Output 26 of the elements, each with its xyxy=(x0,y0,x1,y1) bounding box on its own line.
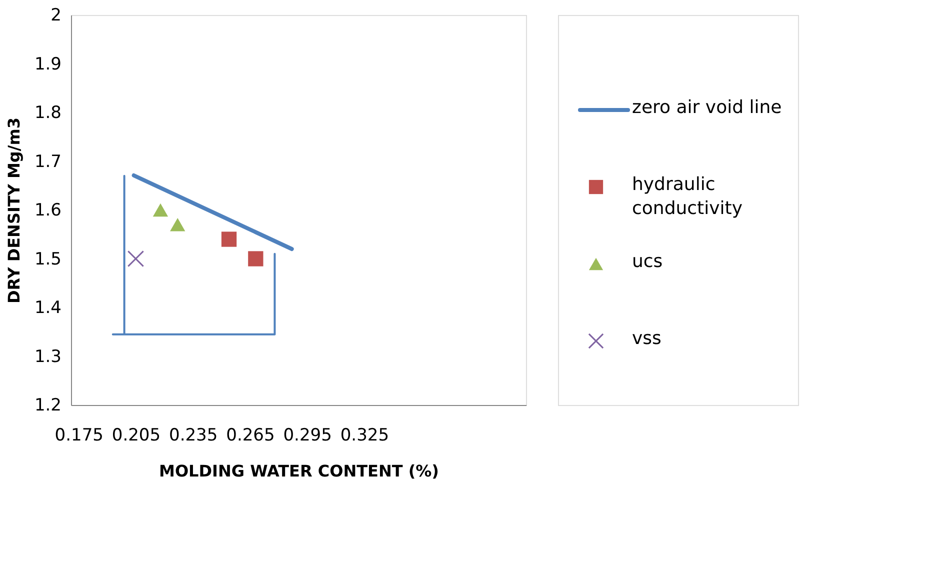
point xyxy=(221,232,237,247)
point xyxy=(170,218,186,232)
legend-label: zero air void line xyxy=(632,97,782,118)
x-tick-label: 0.235 xyxy=(169,426,218,446)
y-tick-label: 2 xyxy=(50,6,62,26)
y-axis-title: DRY DENSITY Mg/m3 xyxy=(4,117,24,304)
y-tick-label: 1.5 xyxy=(34,249,62,270)
x-tick-label: 0.295 xyxy=(283,426,332,446)
x-tick-label: 0.205 xyxy=(112,426,161,446)
y-tick-label: 1.9 xyxy=(34,54,62,74)
x-tick-label: 0.325 xyxy=(340,426,390,446)
legend-label: ucs xyxy=(632,251,663,272)
y-tick-label: 1.8 xyxy=(34,103,62,123)
point xyxy=(127,250,144,268)
y-tick-label: 1.2 xyxy=(34,396,62,416)
x-tick-label: 0.265 xyxy=(226,426,275,446)
y-tick-label: 1.6 xyxy=(34,200,62,220)
point xyxy=(152,203,168,217)
x-axis-title: MOLDING WATER CONTENT (%) xyxy=(159,462,439,480)
y-tick-label: 1.3 xyxy=(34,346,62,367)
y-tick-label: 1.7 xyxy=(34,152,62,172)
point xyxy=(248,251,264,266)
legend-label: hydraulic conductivity xyxy=(632,174,743,219)
x-tick-label: 0.175 xyxy=(54,426,104,446)
legend-label: vss xyxy=(632,328,662,349)
y-tick-label: 1.4 xyxy=(34,298,62,318)
